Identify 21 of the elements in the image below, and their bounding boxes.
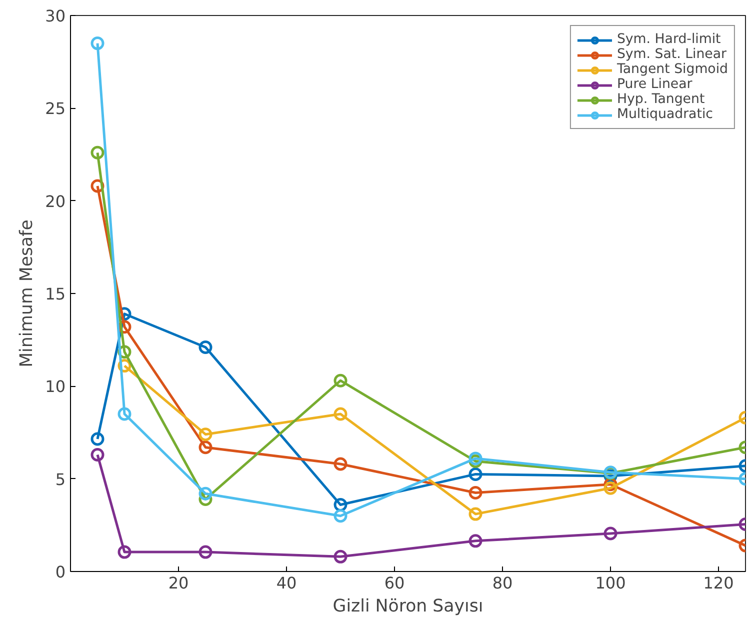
y-tick-label: 25 xyxy=(45,99,66,118)
legend-label: Sym. Sat. Linear xyxy=(616,47,727,62)
y-tick-label: 10 xyxy=(45,377,66,396)
y-tick-label: 0 xyxy=(55,562,66,582)
x-tick-label: 40 xyxy=(276,574,297,592)
y-tick-label: 20 xyxy=(45,192,66,211)
x-axis-title: Gizli Nöron Sayısı xyxy=(332,596,484,616)
legend-label: Tangent Sigmoid xyxy=(616,62,728,77)
y-tick-label: 5 xyxy=(55,470,66,489)
legend-label: Multiquadratic xyxy=(616,107,713,122)
y-tick-label: 15 xyxy=(45,284,66,304)
legend-label: Pure Linear xyxy=(616,77,692,92)
y-tick-label: 30 xyxy=(45,6,66,26)
y-axis-title: Minimum Mesafe xyxy=(17,220,38,368)
x-tick-label: 80 xyxy=(492,574,513,592)
x-tick-label: 60 xyxy=(384,574,405,592)
x-tick-label: 120 xyxy=(703,574,734,592)
legend-label: Sym. Hard-limit xyxy=(616,32,721,47)
x-tick-label: 20 xyxy=(168,574,189,592)
legend-label: Hyp. Tangent xyxy=(616,92,705,107)
x-tick-label: 100 xyxy=(595,574,626,592)
